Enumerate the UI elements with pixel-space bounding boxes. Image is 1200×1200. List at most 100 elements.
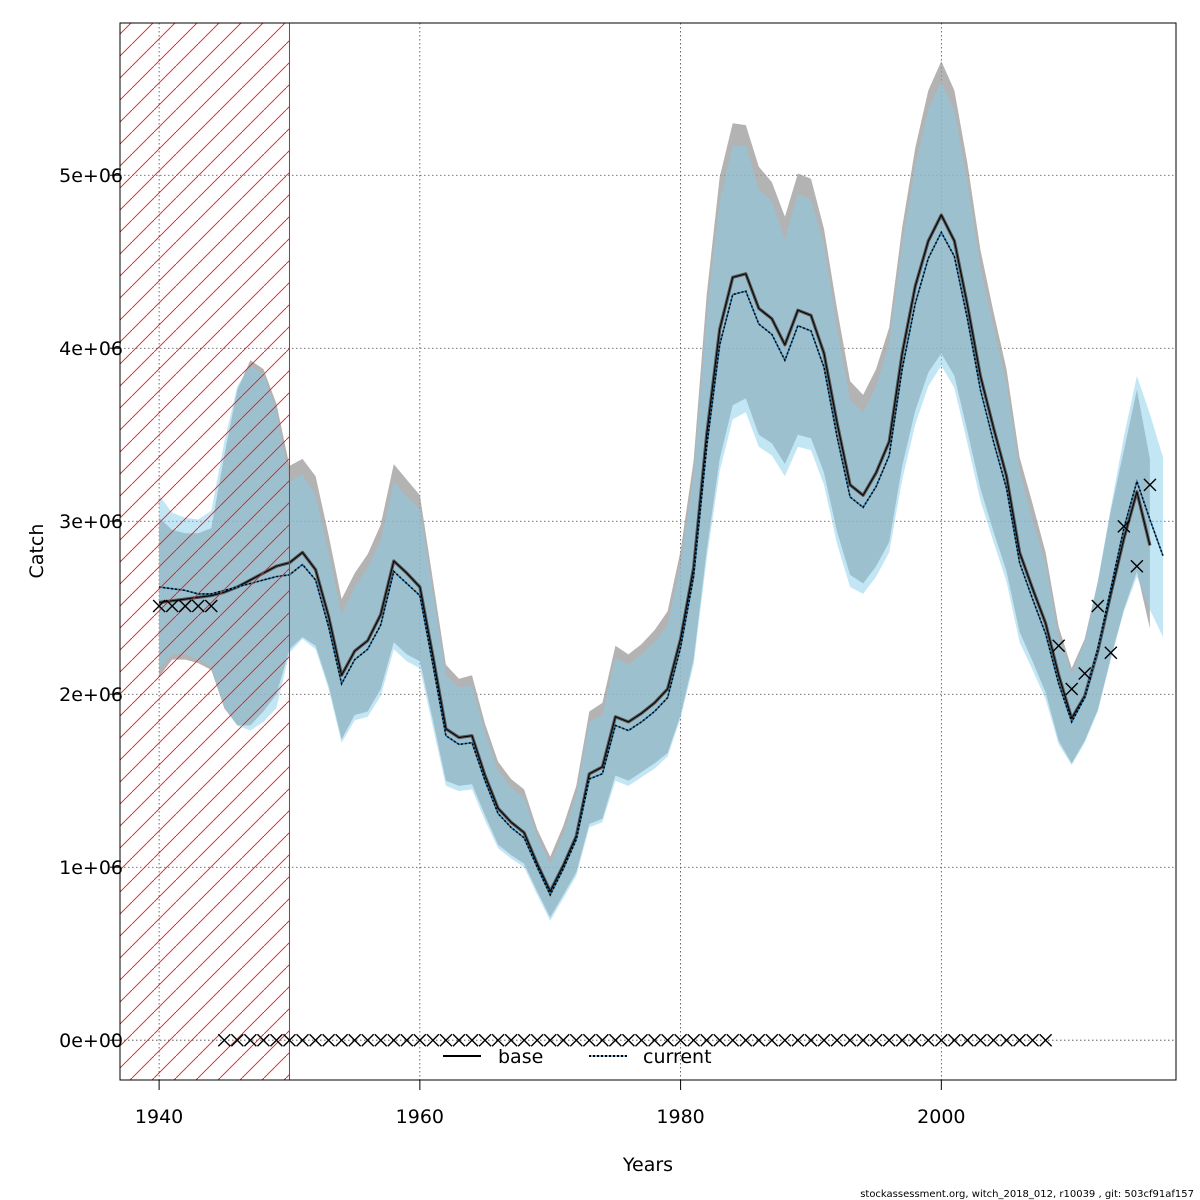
observed-point	[934, 1033, 948, 1047]
observed-point-stroke-b	[152, 599, 166, 613]
observed-point	[465, 1033, 479, 1047]
observed-point	[804, 1033, 818, 1047]
observed-point	[387, 1033, 401, 1047]
y-tick-label: 1e+06	[59, 857, 123, 879]
confidence-bands	[159, 61, 1164, 921]
y-tick-label: 3e+06	[59, 511, 123, 533]
observed-point-stroke-b	[634, 1033, 648, 1047]
x-tick-label: 2000	[917, 1106, 965, 1128]
observed-point-stroke-b	[608, 1033, 622, 1047]
observed-point-stroke-b	[569, 1033, 583, 1047]
y-axis: 0e+00 1e+06 2e+06 3e+06 4e+06 5e+06	[59, 165, 123, 1052]
x-axis: 1940 1960 1980 2000	[135, 1079, 966, 1128]
observed-point	[700, 1033, 714, 1047]
observed-point-stroke-b	[1065, 682, 1079, 696]
x-tick-label: 1980	[656, 1106, 704, 1128]
x-tick-label: 1940	[135, 1106, 183, 1128]
observed-point	[1039, 1033, 1053, 1047]
observed-point-stroke-b	[661, 1033, 675, 1047]
observed-point-stroke-b	[595, 1033, 609, 1047]
observed-point	[230, 1033, 244, 1047]
observed-point	[608, 1033, 622, 1047]
observed-point-stroke-b	[648, 1033, 662, 1047]
observed-point	[361, 1033, 375, 1047]
observed-point	[960, 1033, 974, 1047]
observed-point	[256, 1033, 270, 1047]
observed-point-stroke-b	[204, 599, 218, 613]
observed-point	[843, 1033, 857, 1047]
line-base	[159, 214, 1151, 892]
observed-point-stroke-b	[856, 1033, 870, 1047]
observed-point	[322, 1033, 336, 1047]
observed-point-stroke-b	[973, 1033, 987, 1047]
observed-point	[296, 1033, 310, 1047]
legend-current-label: current	[643, 1046, 712, 1068]
observed-point-stroke-b	[921, 1033, 935, 1047]
observed-point-stroke-b	[1091, 599, 1105, 613]
y-tick-label: 5e+06	[59, 165, 123, 187]
observed-point	[895, 1033, 909, 1047]
observed-point-stroke-b	[1039, 1033, 1053, 1047]
observed-point	[778, 1033, 792, 1047]
observed-point-stroke-b	[882, 1033, 896, 1047]
observed-point-stroke-b	[1026, 1033, 1040, 1047]
observed-point-stroke-b	[621, 1033, 635, 1047]
observed-point-stroke-b	[1117, 519, 1131, 533]
observed-point-stroke-b	[309, 1033, 323, 1047]
observed-point	[165, 599, 179, 613]
observed-point-stroke-b	[726, 1033, 740, 1047]
observed-point	[217, 1033, 231, 1047]
observed-point-stroke-b	[1078, 666, 1092, 680]
observed-point-stroke-b	[804, 1033, 818, 1047]
observed-point	[191, 599, 205, 613]
observed-point	[282, 1033, 296, 1047]
y-tick-label: 4e+06	[59, 338, 123, 360]
observed-point-stroke-b	[452, 1033, 466, 1047]
observed-point	[752, 1033, 766, 1047]
observed-point	[1130, 559, 1144, 573]
observed-point-stroke-b	[439, 1033, 453, 1047]
observed-point	[582, 1033, 596, 1047]
observed-point	[973, 1033, 987, 1047]
observed-point	[556, 1033, 570, 1047]
observed-point-stroke-b	[869, 1033, 883, 1047]
observed-point	[817, 1033, 831, 1047]
observed-point	[713, 1033, 727, 1047]
line-current	[158, 230, 1164, 897]
observed-point-stroke-b	[269, 1033, 283, 1047]
observed-point-stroke-b	[1052, 639, 1066, 653]
observed-point	[634, 1033, 648, 1047]
observed-point	[908, 1033, 922, 1047]
observed-point-stroke-b	[1104, 646, 1118, 660]
observed-point-stroke-b	[348, 1033, 362, 1047]
observed-point	[986, 1033, 1000, 1047]
band-current	[159, 81, 1164, 921]
observed-point-stroke-b	[374, 1033, 388, 1047]
y-tick-label: 0e+00	[59, 1030, 123, 1052]
line-current-tint	[158, 230, 1164, 897]
observed-point-stroke-b	[830, 1033, 844, 1047]
observed-point-stroke-b	[582, 1033, 596, 1047]
x-tick-label: 1960	[396, 1106, 444, 1128]
observed-point-stroke-b	[817, 1033, 831, 1047]
legend-base-label: base	[498, 1046, 543, 1068]
hatched-region	[119, 22, 290, 1081]
x-axis-title: Years	[622, 1154, 673, 1176]
footer-credit: stockassessment.org, witch_2018_012, r10…	[860, 1189, 1194, 1200]
observed-point	[1143, 478, 1157, 492]
observed-point	[739, 1033, 753, 1047]
observed-point-stroke-b	[491, 1033, 505, 1047]
observed-point	[1026, 1033, 1040, 1047]
observed-point	[504, 1033, 518, 1047]
observed-point	[661, 1033, 675, 1047]
observed-points	[152, 478, 1157, 1047]
estimate-lines	[158, 213, 1164, 897]
observed-point	[400, 1033, 414, 1047]
y-tick-label: 2e+06	[59, 684, 123, 706]
observed-point	[765, 1033, 779, 1047]
observed-point	[452, 1033, 466, 1047]
observed-point	[1052, 639, 1066, 653]
observed-point-stroke-b	[517, 1033, 531, 1047]
observed-point-stroke-b	[256, 1033, 270, 1047]
